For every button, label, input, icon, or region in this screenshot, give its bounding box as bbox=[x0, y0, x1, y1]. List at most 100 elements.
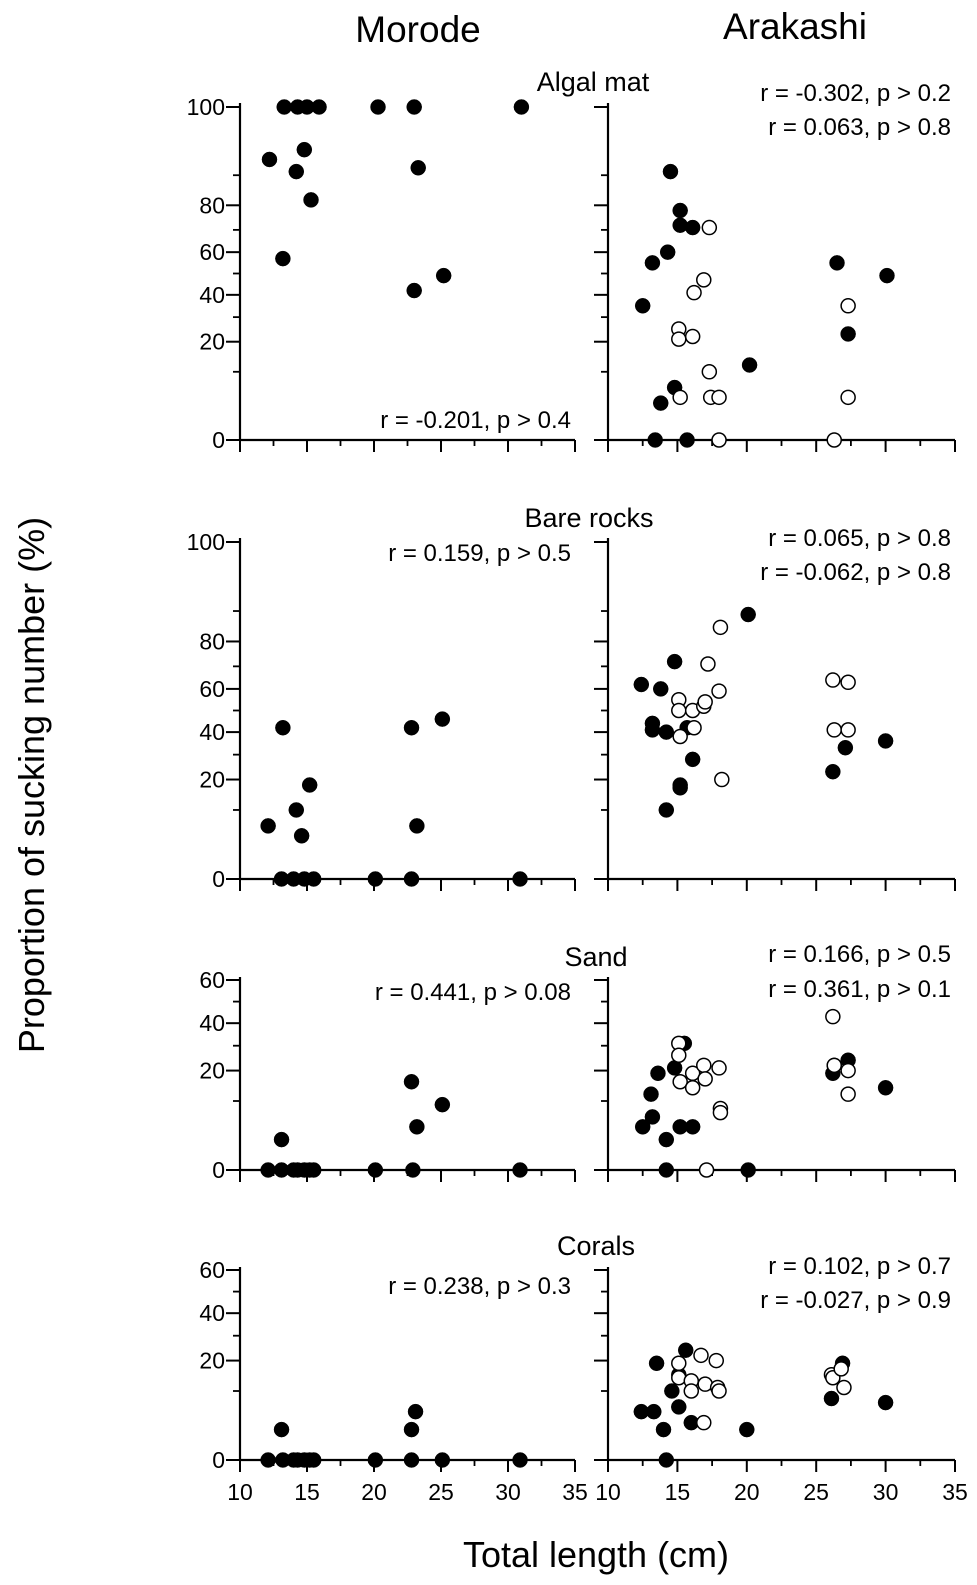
y-tick-label: 40 bbox=[199, 282, 225, 308]
data-point-open bbox=[696, 272, 712, 288]
correlation-stat: r = -0.062, p > 0.8 bbox=[760, 559, 951, 586]
data-point-open bbox=[671, 331, 687, 347]
data-point-open bbox=[671, 1355, 687, 1372]
data-point-filled bbox=[367, 1162, 384, 1178]
data-point-filled bbox=[650, 1065, 666, 1082]
data-point-filled bbox=[644, 1109, 661, 1125]
data-point-filled bbox=[658, 724, 675, 740]
data-point-filled bbox=[305, 1162, 322, 1178]
data-point-open bbox=[672, 728, 688, 745]
data-point-filled bbox=[739, 1421, 755, 1438]
data-point-filled bbox=[296, 141, 313, 158]
data-point-filled bbox=[837, 739, 854, 756]
data-point-filled bbox=[658, 1131, 675, 1148]
data-point-filled bbox=[679, 432, 695, 448]
data-point-filled bbox=[659, 244, 676, 260]
data-point-filled bbox=[648, 1355, 665, 1372]
correlation-stat: r = -0.302, p > 0.2 bbox=[760, 80, 951, 107]
y-tick-label: 20 bbox=[199, 767, 225, 793]
data-point-filled bbox=[512, 871, 528, 887]
data-point-filled bbox=[406, 99, 422, 115]
data-point-filled bbox=[305, 871, 322, 887]
data-point-open bbox=[683, 1383, 700, 1399]
data-point-filled bbox=[370, 99, 386, 115]
habitat-title: Corals bbox=[557, 1231, 635, 1261]
data-point-filled bbox=[260, 1162, 276, 1178]
x-tick-label: 30 bbox=[495, 1479, 521, 1505]
panel-sand-morode: 0 20 40 60 Sand r = 0.441, p > 0.08 bbox=[199, 942, 627, 1183]
data-point-filled bbox=[634, 1119, 651, 1135]
data-point-open bbox=[686, 719, 702, 736]
x-tick-label: 20 bbox=[734, 1479, 760, 1505]
data-point-filled bbox=[260, 1452, 276, 1468]
x-tick-label: 10 bbox=[595, 1479, 621, 1505]
data-point-filled bbox=[644, 255, 661, 271]
data-point-filled bbox=[658, 1162, 675, 1178]
data-point-open bbox=[826, 1057, 842, 1074]
data-point-filled bbox=[260, 818, 276, 834]
data-point-filled bbox=[275, 719, 291, 736]
data-point-open bbox=[708, 1352, 725, 1369]
data-point-open bbox=[840, 722, 856, 738]
data-point-filled bbox=[305, 1452, 322, 1468]
habitat-title: Bare rocks bbox=[524, 503, 653, 533]
data-point-filled bbox=[403, 1074, 420, 1090]
data-point-filled bbox=[664, 1383, 680, 1399]
data-point-filled bbox=[633, 676, 650, 693]
data-point-filled bbox=[644, 722, 661, 738]
correlation-stat: r = 0.238, p > 0.3 bbox=[388, 1273, 571, 1300]
data-point-open bbox=[840, 389, 856, 406]
data-point-filled bbox=[647, 432, 663, 448]
data-point-filled bbox=[434, 711, 451, 727]
correlation-stat: r = 0.361, p > 0.1 bbox=[768, 976, 951, 1003]
data-point-open bbox=[671, 1370, 687, 1386]
data-point-open bbox=[701, 364, 718, 380]
y-tick-label: 60 bbox=[199, 967, 225, 993]
data-point-filled bbox=[877, 1080, 894, 1096]
data-point-filled bbox=[684, 219, 701, 236]
data-point-filled bbox=[301, 777, 318, 793]
data-point-filled bbox=[293, 828, 310, 844]
data-point-filled bbox=[684, 1119, 701, 1135]
y-tick-label: 80 bbox=[199, 192, 225, 218]
x-tick-label: 35 bbox=[942, 1479, 968, 1505]
panel-sand-arakashi: r = 0.166, p > 0.5 r = 0.361, p > 0.1 bbox=[594, 941, 956, 1182]
data-point-filled bbox=[288, 163, 305, 180]
data-point-filled bbox=[512, 1452, 528, 1468]
data-point-open bbox=[711, 683, 727, 699]
column-title-morode: Morode bbox=[355, 9, 480, 50]
data-point-filled bbox=[367, 871, 384, 887]
y-tick-label: 40 bbox=[199, 719, 225, 745]
x-tick-label: 10 bbox=[227, 1479, 253, 1505]
data-point-filled bbox=[877, 1394, 894, 1411]
x-axis-title: Total length (cm) bbox=[463, 1534, 729, 1575]
y-tick-label: 80 bbox=[199, 628, 225, 654]
data-point-filled bbox=[403, 719, 420, 736]
data-point-filled bbox=[288, 802, 305, 818]
data-point-open bbox=[686, 284, 702, 301]
panel-bare-rocks-arakashi: r = 0.065, p > 0.8 r = -0.062, p > 0.8 bbox=[594, 525, 956, 891]
data-point-filled bbox=[634, 298, 651, 314]
y-tick-label: 60 bbox=[199, 1257, 225, 1283]
habitat-title: Algal mat bbox=[537, 67, 650, 97]
data-point-filled bbox=[512, 1162, 528, 1178]
y-axis-title: Proportion of sucking number (%) bbox=[11, 517, 52, 1053]
data-point-filled bbox=[273, 1421, 290, 1438]
panel-corals-morode: 0 20 40 60 10 15 20 25 30 35 Corals r = 0.238, p > … bbox=[199, 1231, 635, 1505]
data-point-filled bbox=[666, 653, 683, 670]
data-point-filled bbox=[677, 1342, 694, 1358]
data-point-open bbox=[671, 1047, 687, 1064]
y-tick-label: 40 bbox=[199, 1300, 225, 1326]
habitat-title: Sand bbox=[564, 942, 627, 972]
data-point-filled bbox=[513, 99, 530, 115]
data-point-open bbox=[840, 1086, 856, 1102]
data-point-filled bbox=[276, 99, 292, 115]
correlation-stat: r = 0.441, p > 0.08 bbox=[375, 979, 571, 1006]
x-tick-label: 25 bbox=[803, 1479, 829, 1505]
data-point-open bbox=[840, 674, 856, 691]
data-point-filled bbox=[829, 255, 845, 271]
data-point-open bbox=[697, 694, 713, 710]
correlation-stat: r = -0.027, p > 0.9 bbox=[760, 1287, 951, 1314]
